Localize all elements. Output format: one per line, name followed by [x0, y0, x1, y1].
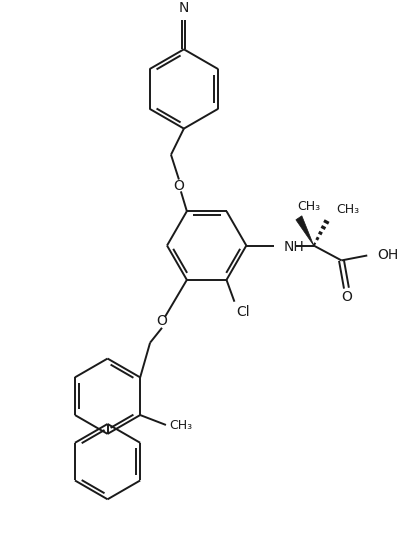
Text: CH₃: CH₃: [337, 204, 359, 216]
Text: NH: NH: [284, 239, 305, 254]
Text: CH₃: CH₃: [169, 419, 192, 432]
Text: N: N: [179, 1, 189, 15]
Text: CH₃: CH₃: [297, 200, 320, 213]
Text: O: O: [173, 180, 184, 193]
Text: O: O: [156, 314, 167, 328]
Text: OH: OH: [377, 248, 399, 262]
Text: O: O: [341, 290, 352, 304]
Polygon shape: [296, 216, 314, 246]
Text: Cl: Cl: [237, 304, 250, 319]
